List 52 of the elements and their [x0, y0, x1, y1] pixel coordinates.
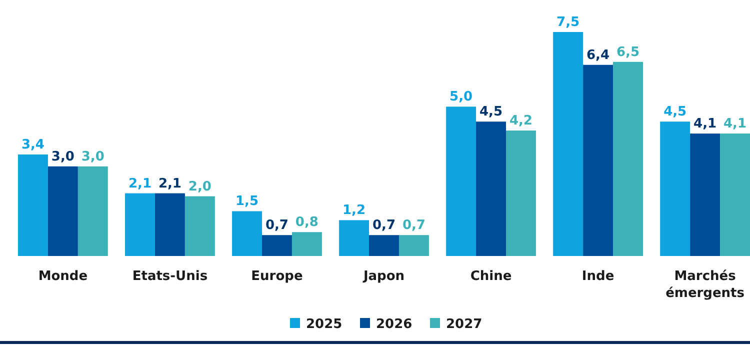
- bar: [506, 130, 536, 256]
- data-label: 2,1: [158, 176, 182, 192]
- legend-label: 2026: [376, 317, 412, 332]
- x-tick-label: Chine: [470, 269, 512, 284]
- bar: [232, 211, 262, 256]
- x-tick-label: Japon: [362, 269, 405, 284]
- data-label: 1,2: [342, 203, 366, 218]
- data-label: 4,2: [509, 114, 532, 129]
- bar: [720, 134, 750, 256]
- bar: [292, 232, 322, 256]
- data-label: 1,5: [236, 194, 259, 210]
- data-label: 6,5: [616, 44, 640, 60]
- bar: [154, 193, 185, 256]
- bar: [613, 62, 643, 256]
- data-label: 3,0: [81, 149, 104, 164]
- x-tick-label: Inde: [582, 269, 614, 284]
- data-label: 0,7: [372, 218, 396, 234]
- x-tick-label: Etats-Unis: [132, 269, 208, 284]
- legend-label: 2025: [306, 317, 342, 332]
- data-label: 0,7: [402, 218, 426, 234]
- data-label: 4,5: [480, 104, 503, 120]
- bar: [184, 196, 215, 256]
- bar: [583, 64, 614, 256]
- data-label: 7,5: [556, 15, 580, 30]
- x-tick-label: Marchés émergents: [666, 269, 745, 301]
- bar: [446, 106, 476, 256]
- data-label: 2,0: [188, 179, 212, 194]
- bar: [690, 134, 720, 256]
- data-label: 0,8: [295, 215, 318, 230]
- data-label: 2,1: [128, 176, 152, 192]
- bar: [18, 154, 48, 256]
- legend-label: 2027: [446, 317, 482, 332]
- bar: [125, 193, 155, 256]
- bar: [48, 166, 78, 256]
- data-label: 4,1: [694, 116, 717, 132]
- data-label: 6,4: [586, 48, 610, 63]
- bar: [476, 122, 506, 256]
- bar: [398, 235, 429, 256]
- bar: [78, 166, 108, 256]
- data-label: 4,1: [724, 116, 747, 132]
- bar: [553, 32, 584, 256]
- data-label: 4,5: [664, 104, 687, 120]
- x-tick-label: Monde: [38, 269, 88, 284]
- bar: [339, 220, 370, 256]
- bar: [262, 235, 292, 256]
- bar: [660, 122, 690, 256]
- bar: [369, 235, 399, 256]
- data-label: 3,4: [21, 137, 44, 152]
- x-tick-label: Europe: [251, 269, 303, 284]
- data-label: 0,7: [265, 218, 288, 234]
- data-label: 5,0: [450, 90, 473, 105]
- data-label: 3,0: [51, 149, 74, 164]
